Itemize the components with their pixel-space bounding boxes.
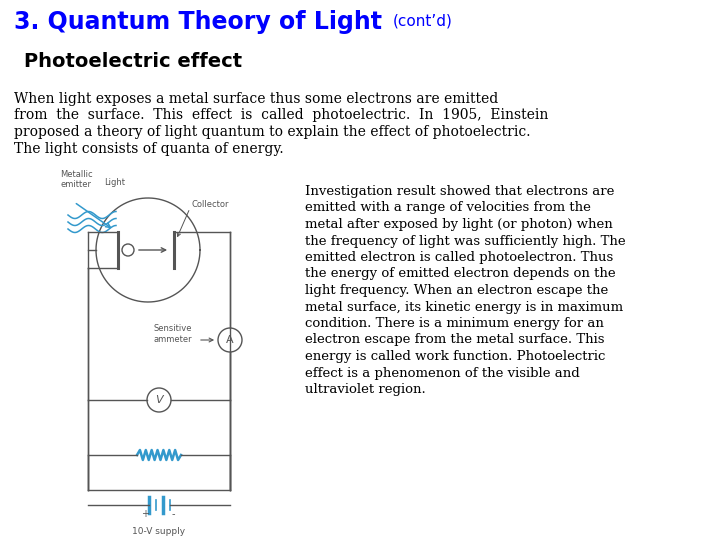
Text: (cont’d): (cont’d) [393, 13, 453, 28]
Text: Sensitive
ammeter: Sensitive ammeter [153, 325, 192, 343]
Text: 10-V supply: 10-V supply [132, 527, 186, 536]
Text: ultraviolet region.: ultraviolet region. [305, 383, 426, 396]
Text: emitted electron is called photoelectron. Thus: emitted electron is called photoelectron… [305, 251, 613, 264]
Text: from  the  surface.  This  effect  is  called  photoelectric.  In  1905,  Einste: from the surface. This effect is called … [14, 109, 549, 123]
Text: The light consists of quanta of energy.: The light consists of quanta of energy. [14, 141, 284, 156]
Text: metal surface, its kinetic energy is in maximum: metal surface, its kinetic energy is in … [305, 300, 623, 314]
Text: Metallic
emitter: Metallic emitter [60, 170, 92, 190]
Text: 3. Quantum Theory of Light: 3. Quantum Theory of Light [14, 10, 382, 34]
Text: metal after exposed by light (or photon) when: metal after exposed by light (or photon)… [305, 218, 613, 231]
Text: V: V [156, 395, 163, 405]
Text: the energy of emitted electron depends on the: the energy of emitted electron depends o… [305, 267, 616, 280]
Text: Collector: Collector [192, 200, 230, 209]
Text: A: A [226, 335, 234, 345]
Text: Photoelectric effect: Photoelectric effect [24, 52, 242, 71]
Text: proposed a theory of light quantum to explain the effect of photoelectric.: proposed a theory of light quantum to ex… [14, 125, 531, 139]
Circle shape [147, 388, 171, 412]
Circle shape [218, 328, 242, 352]
Text: Investigation result showed that electrons are: Investigation result showed that electro… [305, 185, 614, 198]
Text: Light: Light [104, 178, 125, 187]
Text: +: + [141, 509, 149, 519]
Text: condition. There is a minimum energy for an: condition. There is a minimum energy for… [305, 317, 604, 330]
Text: emitted with a range of velocities from the: emitted with a range of velocities from … [305, 201, 591, 214]
Text: the frequency of light was sufficiently high. The: the frequency of light was sufficiently … [305, 234, 626, 247]
Text: When light exposes a metal surface thus some electrons are emitted: When light exposes a metal surface thus … [14, 92, 498, 106]
Text: electron escape from the metal surface. This: electron escape from the metal surface. … [305, 334, 605, 347]
Text: energy is called work function. Photoelectric: energy is called work function. Photoele… [305, 350, 606, 363]
Text: effect is a phenomenon of the visible and: effect is a phenomenon of the visible an… [305, 367, 580, 380]
Text: -: - [171, 509, 175, 519]
Text: light frequency. When an electron escape the: light frequency. When an electron escape… [305, 284, 608, 297]
